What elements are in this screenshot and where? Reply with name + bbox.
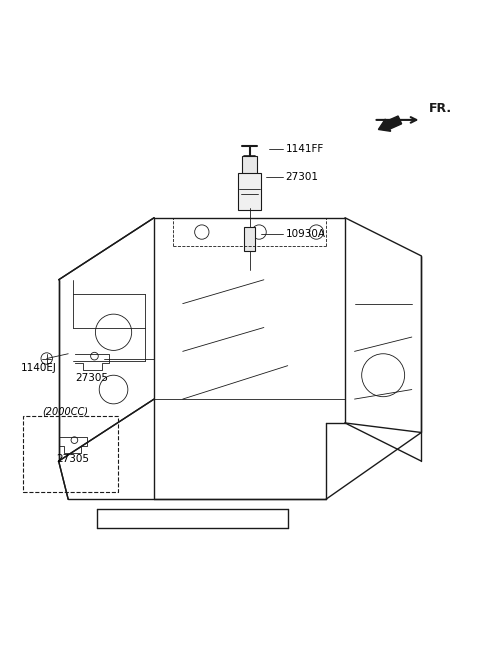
Text: (2000CC): (2000CC)	[42, 406, 88, 416]
FancyBboxPatch shape	[244, 227, 255, 251]
Text: 1141FF: 1141FF	[285, 143, 324, 153]
Text: FR.: FR.	[429, 102, 452, 115]
Text: 27301: 27301	[285, 172, 318, 182]
Text: 10930A: 10930A	[285, 229, 325, 240]
FancyBboxPatch shape	[238, 174, 262, 210]
Text: 1140EJ: 1140EJ	[21, 363, 56, 373]
FancyArrow shape	[378, 116, 402, 131]
Text: 27305: 27305	[75, 373, 108, 383]
Text: 27305: 27305	[56, 454, 89, 464]
FancyBboxPatch shape	[242, 156, 257, 175]
